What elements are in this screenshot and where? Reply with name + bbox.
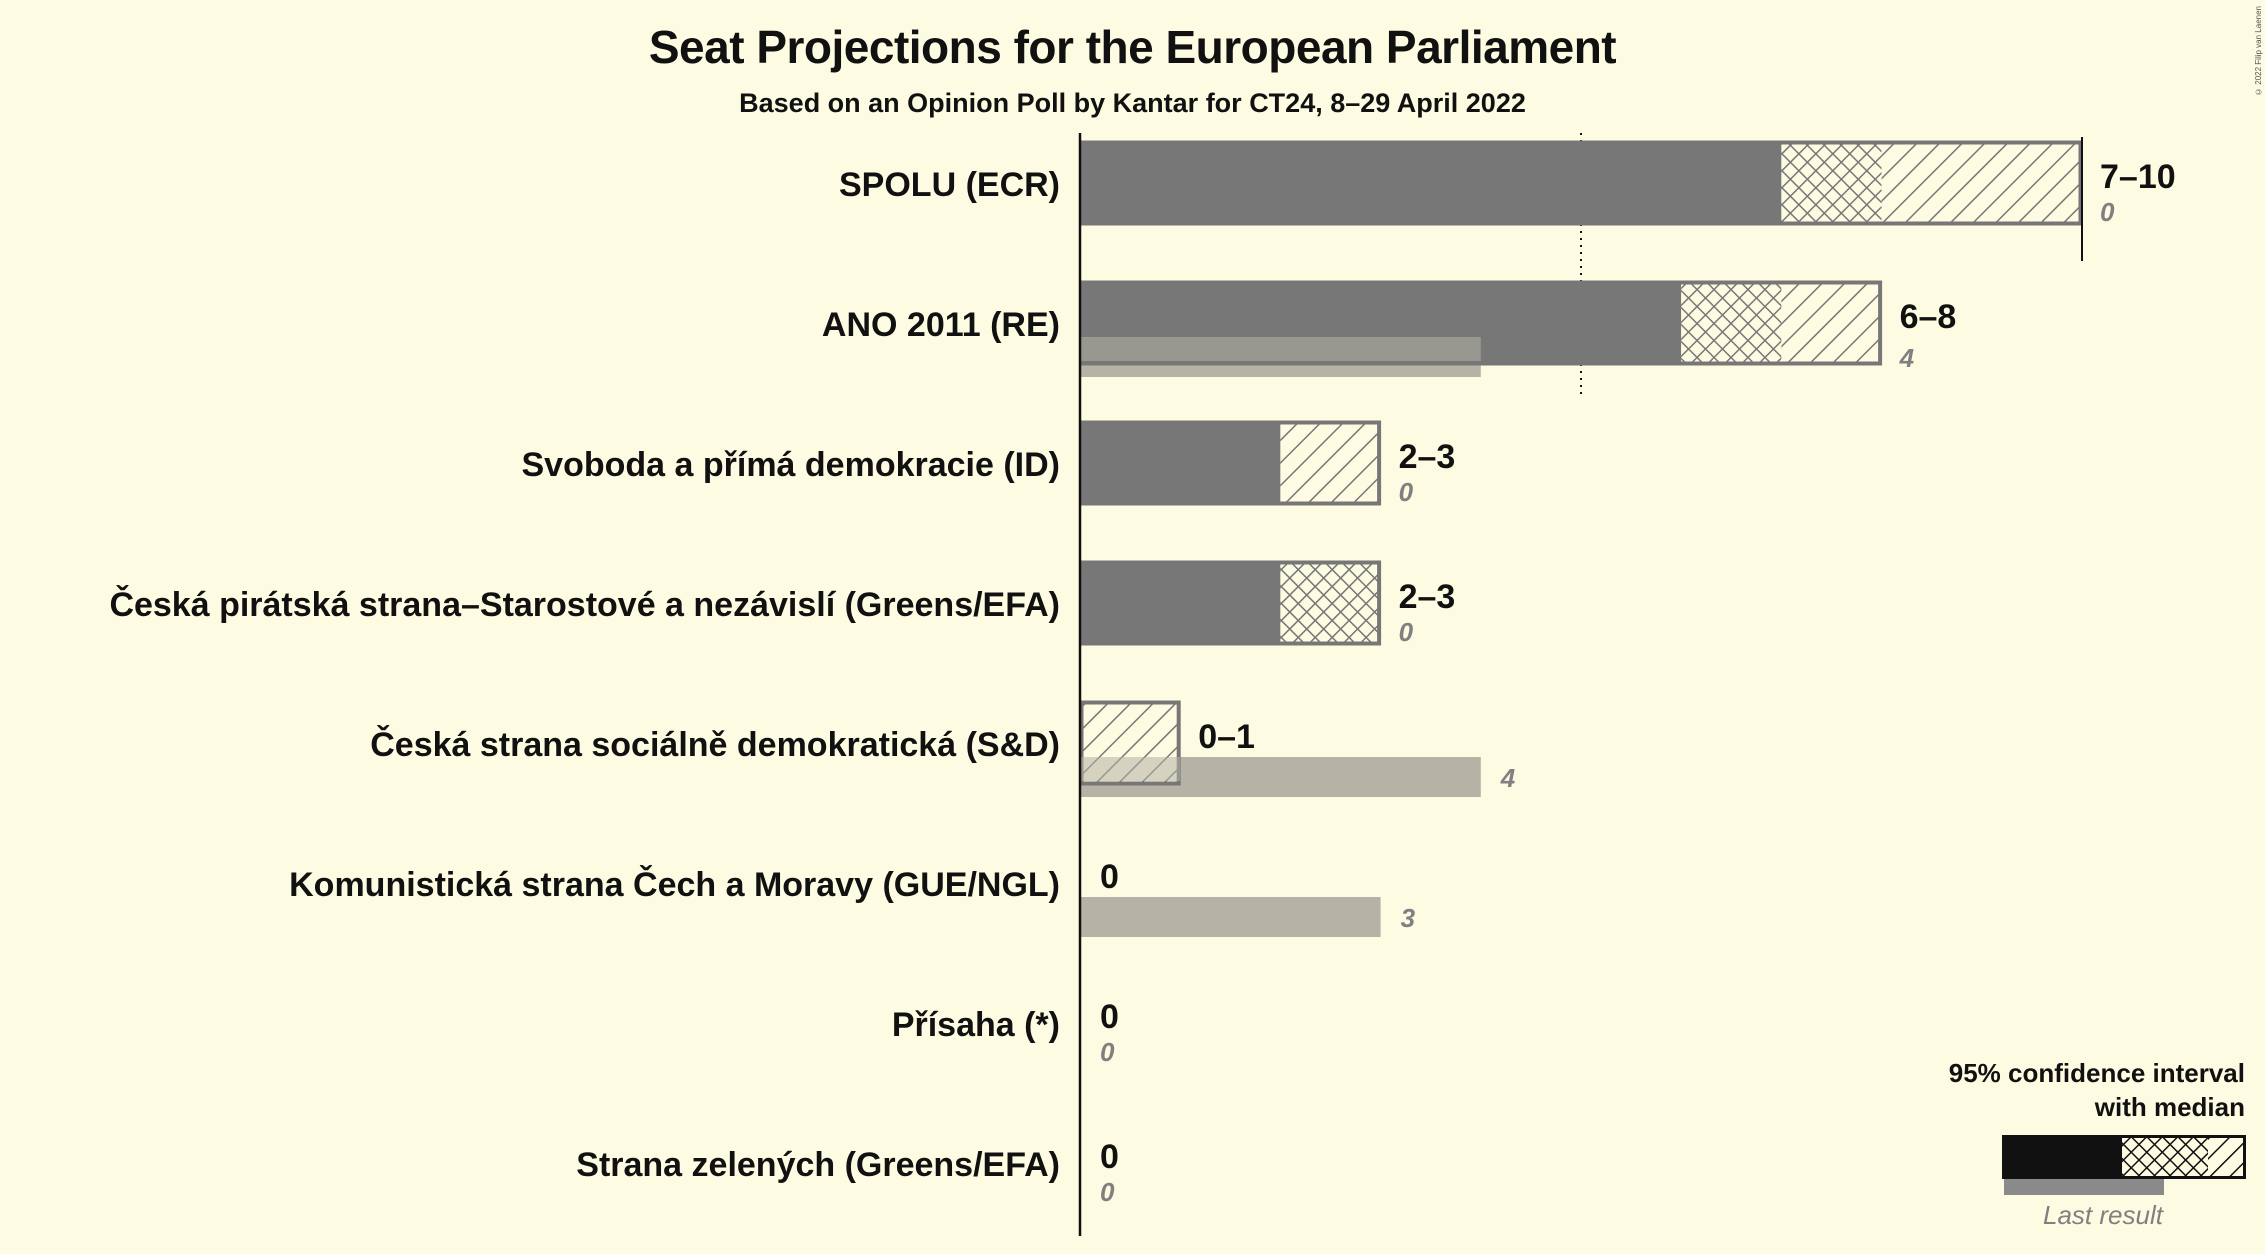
legend-title-line1: 95% confidence interval bbox=[1949, 1058, 2245, 1088]
interval-solid-segment bbox=[1080, 561, 1281, 645]
last-result-label: 3 bbox=[1401, 903, 1416, 933]
interval-crosshatch-segment bbox=[1280, 561, 1381, 645]
interval-outline bbox=[1079, 280, 1883, 366]
last-result-overlay bbox=[1080, 337, 1481, 361]
last-result-label: 4 bbox=[1500, 763, 1516, 793]
legend-crosshatch-segment bbox=[2122, 1135, 2208, 1179]
chart-subtitle: Based on an Opinion Poll by Kantar for C… bbox=[739, 88, 1526, 118]
last-result-bar bbox=[1080, 897, 1381, 937]
party-label: Komunistická strana Čech a Moravy (GUE/N… bbox=[289, 865, 1060, 904]
legend-solid-segment bbox=[2002, 1135, 2122, 1179]
interval-crosshatch-segment bbox=[1681, 281, 1782, 365]
legend-hatch-segment bbox=[2208, 1135, 2246, 1179]
party-label: Strana zelených (Greens/EFA) bbox=[576, 1146, 1060, 1184]
party-label: Svoboda a přímá demokracie (ID) bbox=[522, 446, 1061, 484]
interval-solid-segment bbox=[1080, 421, 1281, 505]
interval-solid-segment bbox=[1080, 141, 1782, 225]
legend-outline bbox=[2002, 1135, 2246, 1179]
last-result-label: 4 bbox=[1899, 343, 1915, 373]
party-label: ANO 2011 (RE) bbox=[822, 306, 1060, 344]
interval-hatch-segment bbox=[1280, 421, 1381, 505]
range-label: 0–1 bbox=[1198, 718, 1255, 756]
interval-outline bbox=[1079, 560, 1382, 646]
chart-title: Seat Projections for the European Parlia… bbox=[648, 21, 1617, 73]
interval-outline bbox=[1079, 140, 2083, 226]
range-label: 6–8 bbox=[1900, 298, 1957, 336]
party-label: Česká pirátská strana–Starostové a nezáv… bbox=[109, 585, 1060, 624]
last-result-overlay bbox=[1080, 757, 1181, 781]
last-result-label: 0 bbox=[1399, 617, 1414, 647]
interval-hatch-segment bbox=[1881, 141, 2082, 225]
interval-crosshatch-segment bbox=[1781, 141, 1882, 225]
last-result-label: 0 bbox=[1399, 477, 1414, 507]
party-label: SPOLU (ECR) bbox=[839, 166, 1060, 204]
last-result-label: 0 bbox=[1100, 1037, 1115, 1067]
range-label: 0 bbox=[1100, 858, 1119, 896]
range-label: 2–3 bbox=[1399, 578, 1456, 616]
range-label: 0 bbox=[1100, 998, 1119, 1036]
legend-title-line2: with median bbox=[2094, 1092, 2245, 1122]
party-label: Česká strana sociálně demokratická (S&D) bbox=[370, 725, 1060, 764]
last-result-label: 0 bbox=[2100, 197, 2115, 227]
chart-legend: 95% confidence interval with median Last r… bbox=[1949, 1058, 2246, 1230]
range-label: 0 bbox=[1100, 1138, 1119, 1176]
legend-last-result-label: Last result bbox=[2043, 1200, 2165, 1230]
last-result-label: 0 bbox=[1100, 1177, 1115, 1207]
interval-outline bbox=[1079, 700, 1181, 786]
party-label: Přísaha (*) bbox=[892, 1006, 1060, 1044]
interval-hatch-segment bbox=[1781, 281, 1882, 365]
range-label: 7–10 bbox=[2100, 158, 2176, 196]
range-label: 2–3 bbox=[1399, 438, 1456, 476]
interval-outline bbox=[1079, 420, 1382, 506]
